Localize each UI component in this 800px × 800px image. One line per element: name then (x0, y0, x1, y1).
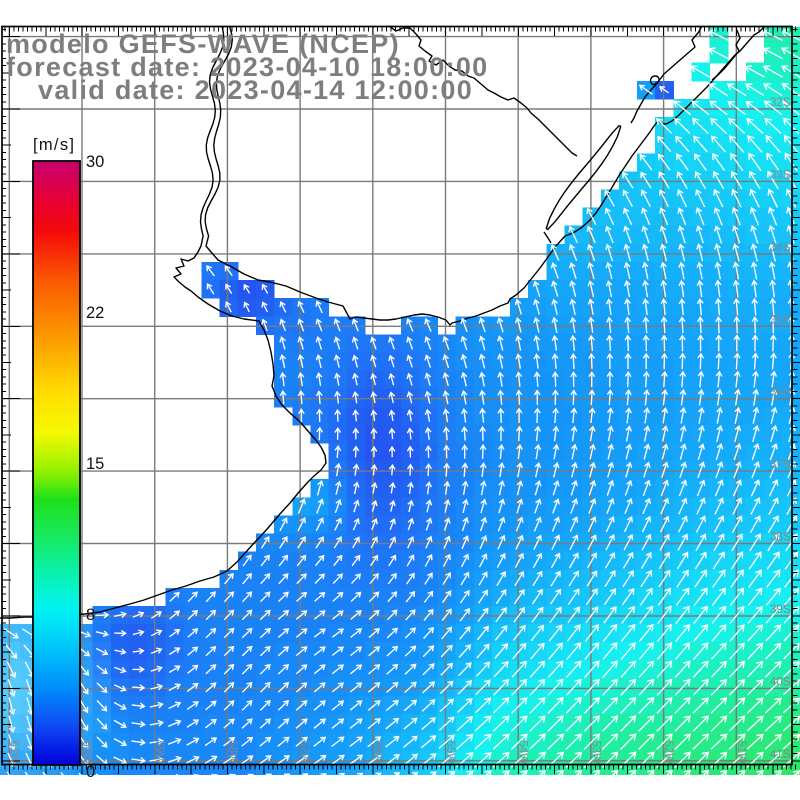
svg-text:8: 8 (86, 606, 95, 624)
svg-text:15: 15 (86, 455, 104, 473)
svg-text:54W: 54W (517, 740, 529, 764)
svg-text:38S: 38S (770, 532, 791, 544)
svg-text:0: 0 (86, 763, 95, 781)
svg-text:30: 30 (86, 153, 104, 171)
svg-text:39S: 39S (770, 604, 791, 616)
svg-text:32S: 32S (770, 97, 791, 109)
svg-text:53W: 53W (589, 740, 601, 764)
svg-text:34S: 34S (770, 242, 791, 254)
svg-text:56W: 56W (371, 740, 383, 764)
svg-text:52W: 52W (662, 740, 674, 764)
svg-text:40S: 40S (770, 676, 791, 688)
svg-text:58W: 58W (226, 740, 238, 764)
svg-text:41S: 41S (770, 749, 791, 761)
svg-text:33S: 33S (770, 169, 791, 181)
svg-text:60W: 60W (81, 740, 93, 764)
svg-text:forecast date: 2023-04-10 18:0: forecast date: 2023-04-10 18:00:00 (6, 52, 488, 82)
svg-text:55W: 55W (444, 740, 456, 764)
svg-text:22: 22 (86, 304, 104, 322)
svg-text:valid date: 2023-04-14 12:00:0: valid date: 2023-04-14 12:00:00 (38, 75, 473, 105)
svg-text:61W: 61W (8, 740, 20, 764)
svg-text:modelo GEFS-WAVE (NCEP): modelo GEFS-WAVE (NCEP) (6, 29, 400, 59)
svg-text:[m/s]: [m/s] (33, 136, 75, 154)
svg-text:57W: 57W (299, 740, 311, 764)
svg-text:36S: 36S (770, 387, 791, 399)
svg-text:59W: 59W (153, 740, 165, 764)
svg-text:35S: 35S (770, 314, 791, 326)
svg-text:51W: 51W (735, 740, 747, 764)
svg-text:37S: 37S (770, 459, 791, 471)
